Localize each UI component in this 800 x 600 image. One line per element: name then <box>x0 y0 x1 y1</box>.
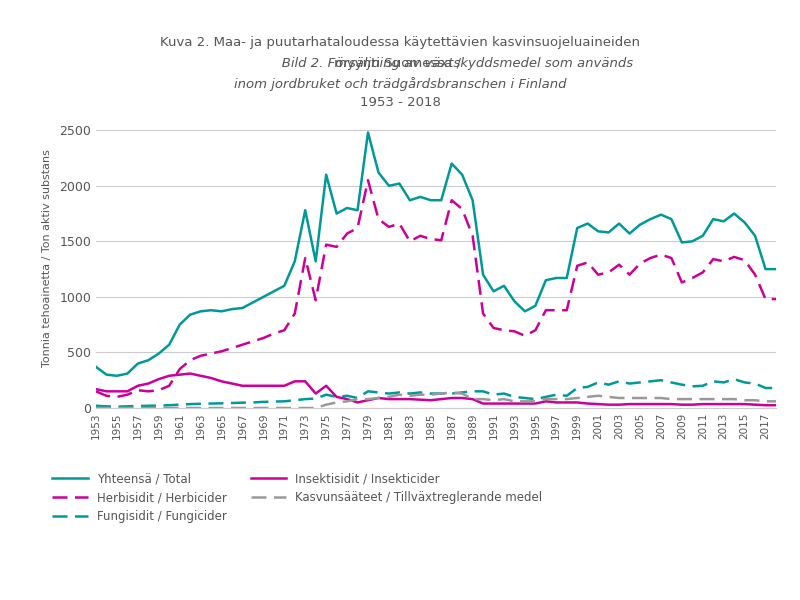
Herbisidit / Herbicider <box>91 388 101 395</box>
Yhteensä / Total <box>646 215 655 223</box>
Herbisidit / Herbicider <box>405 238 414 245</box>
Text: Bild 2. Försäljning av växtskyddsmedel som används: Bild 2. Försäljning av växtskyddsmedel s… <box>167 57 633 70</box>
Y-axis label: Tonnia tehoainetta / Ton aktiv substans: Tonnia tehoainetta / Ton aktiv substans <box>42 149 52 367</box>
Line: Kasvunsääteet / Tillväxtreglerande medel: Kasvunsääteet / Tillväxtreglerande medel <box>96 392 776 408</box>
Kasvunsääteet / Tillväxtreglerande medel <box>91 404 101 412</box>
Fungisidit / Fungicider <box>394 389 404 396</box>
Yhteensä / Total <box>771 266 781 273</box>
Fungisidit / Fungicider <box>771 385 781 392</box>
Kasvunsääteet / Tillväxtreglerande medel <box>143 404 153 412</box>
Kasvunsääteet / Tillväxtreglerande medel <box>258 404 268 412</box>
Insektisidit / Insekticider <box>311 390 321 397</box>
Line: Fungisidit / Fungicider: Fungisidit / Fungicider <box>96 379 776 407</box>
Yhteensä / Total <box>154 350 163 357</box>
Herbisidit / Herbicider <box>311 296 321 304</box>
Kasvunsääteet / Tillväxtreglerande medel <box>771 398 781 405</box>
Kasvunsääteet / Tillväxtreglerande medel <box>301 404 310 412</box>
Kasvunsääteet / Tillväxtreglerande medel <box>730 395 739 403</box>
Insektisidit / Insekticider <box>143 380 153 387</box>
Yhteensä / Total <box>363 129 373 136</box>
Text: myynti Suomessa /: myynti Suomessa / <box>334 57 466 70</box>
Fungisidit / Fungicider <box>91 402 101 409</box>
Herbisidit / Herbicider <box>154 386 163 394</box>
Yhteensä / Total <box>91 363 101 370</box>
Kasvunsääteet / Tillväxtreglerande medel <box>384 393 394 400</box>
Yhteensä / Total <box>311 258 321 265</box>
Insektisidit / Insekticider <box>405 395 414 403</box>
Insektisidit / Insekticider <box>91 386 101 393</box>
Fungisidit / Fungicider <box>635 379 645 386</box>
Insektisidit / Insekticider <box>771 401 781 409</box>
Text: Kuva 2. Maa- ja puutarhataloudessa käytettävien kasvinsuojeluaineiden: Kuva 2. Maa- ja puutarhataloudessa käyte… <box>160 36 640 49</box>
Fungisidit / Fungicider <box>112 403 122 410</box>
Line: Insektisidit / Insekticider: Insektisidit / Insekticider <box>96 374 776 405</box>
Herbisidit / Herbicider <box>771 296 781 303</box>
Kasvunsääteet / Tillväxtreglerande medel <box>635 394 645 401</box>
Yhteensä / Total <box>415 193 425 200</box>
Text: inom jordbruket och trädgårdsbranschen i Finland: inom jordbruket och trädgårdsbranschen i… <box>234 77 566 91</box>
Kasvunsääteet / Tillväxtreglerande medel <box>447 389 457 396</box>
Yhteensä / Total <box>112 372 122 379</box>
Fungisidit / Fungicider <box>311 395 321 402</box>
Herbisidit / Herbicider <box>269 330 278 337</box>
Herbisidit / Herbicider <box>112 393 122 400</box>
Yhteensä / Total <box>405 197 414 204</box>
Fungisidit / Fungicider <box>269 398 278 405</box>
Fungisidit / Fungicider <box>730 376 739 383</box>
Insektisidit / Insekticider <box>186 370 195 377</box>
Herbisidit / Herbicider <box>646 254 655 262</box>
Line: Yhteensä / Total: Yhteensä / Total <box>96 133 776 376</box>
Fungisidit / Fungicider <box>154 402 163 409</box>
Insektisidit / Insekticider <box>269 382 278 389</box>
Insektisidit / Insekticider <box>761 401 770 409</box>
Fungisidit / Fungicider <box>405 390 414 397</box>
Line: Herbisidit / Herbicider: Herbisidit / Herbicider <box>96 180 776 397</box>
Yhteensä / Total <box>269 288 278 295</box>
Herbisidit / Herbicider <box>363 176 373 184</box>
Legend: Yhteensä / Total, Herbisidit / Herbicider, Fungisidit / Fungicider, Insektisidit: Yhteensä / Total, Herbisidit / Herbicide… <box>47 468 547 528</box>
Herbisidit / Herbicider <box>415 232 425 239</box>
Insektisidit / Insekticider <box>635 401 645 408</box>
Insektisidit / Insekticider <box>394 395 404 403</box>
Text: 1953 - 2018: 1953 - 2018 <box>359 96 441 109</box>
